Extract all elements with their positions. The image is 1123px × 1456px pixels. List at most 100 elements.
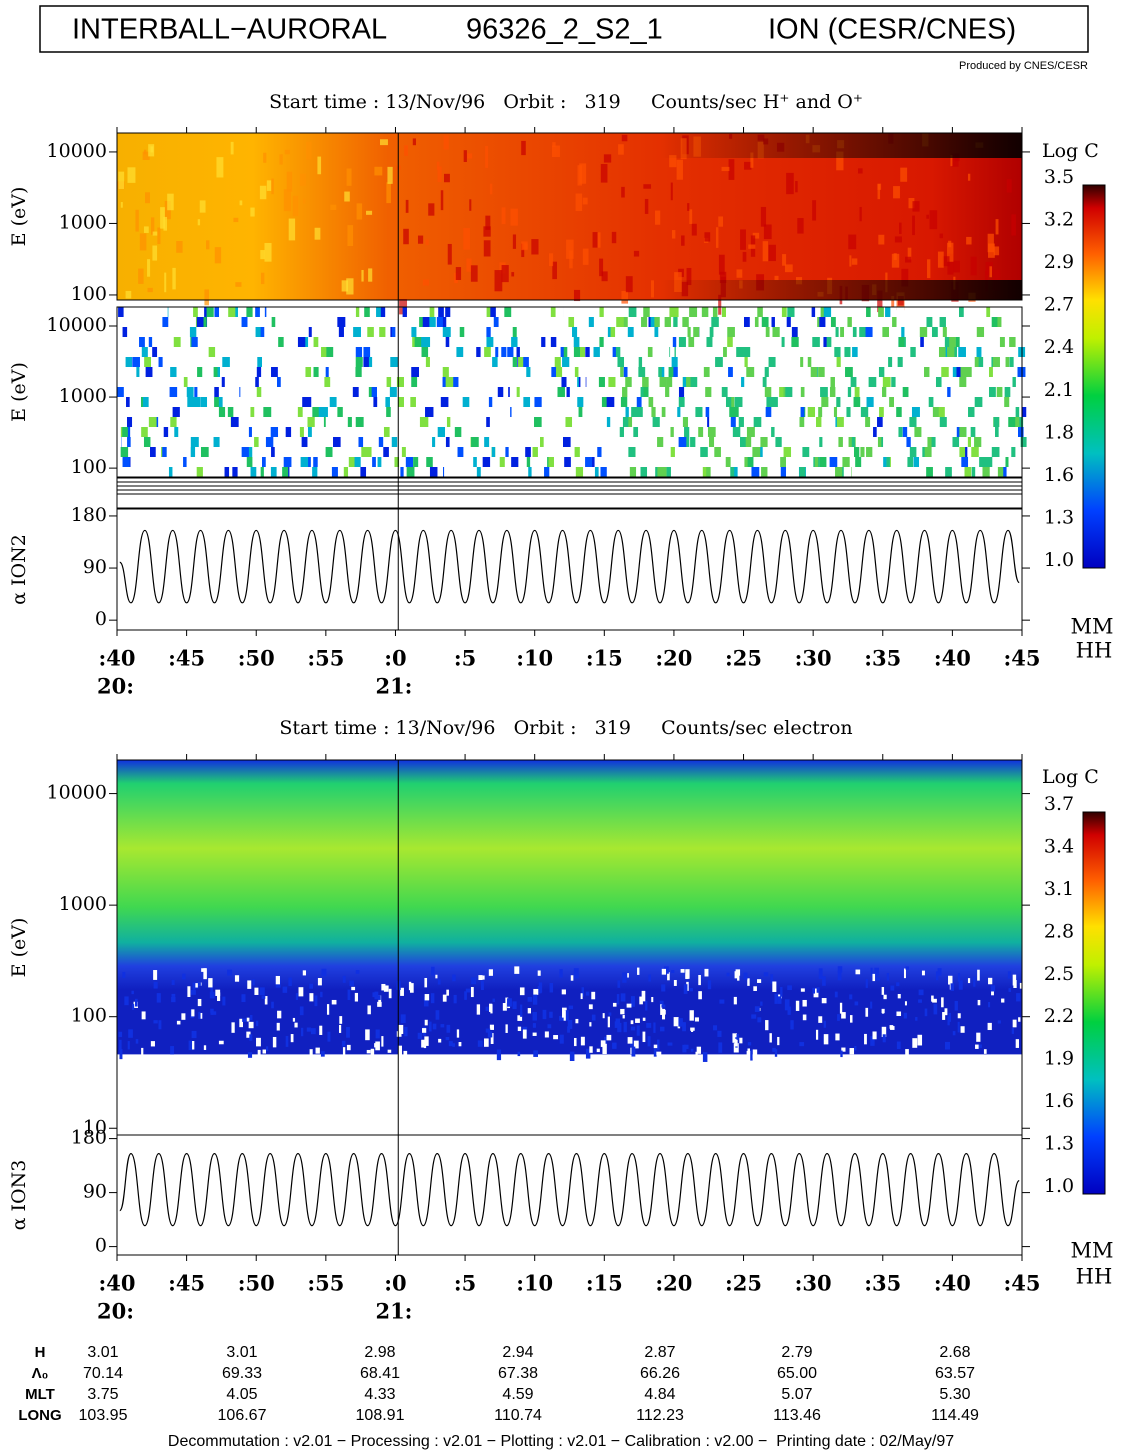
spectrogram-texture [278, 337, 284, 347]
spectrogram-texture [121, 437, 127, 447]
spectrogram-texture [187, 986, 191, 997]
credit: Produced by CNES/CESR [959, 60, 1088, 72]
spectrogram-texture [771, 427, 775, 437]
y-axis-label: E (eV) [8, 918, 30, 978]
spectrogram-texture [552, 261, 557, 280]
spectrogram-texture [986, 307, 991, 317]
spectrogram-texture [751, 1014, 757, 1019]
spectrogram-texture [670, 447, 675, 457]
spectrogram-texture [820, 387, 828, 397]
spectrogram-texture [271, 367, 278, 377]
spectrogram-texture [882, 387, 887, 397]
ephemeris-value: 5.07 [781, 1386, 812, 1403]
spectrogram-texture [487, 347, 496, 357]
spectrogram-texture [436, 317, 443, 327]
spectrogram-texture [866, 397, 874, 407]
spectrogram-texture [145, 192, 150, 204]
spectrogram-texture [851, 437, 856, 447]
spectrogram-texture [892, 317, 897, 327]
spectrogram-texture [507, 307, 516, 317]
spectrogram-texture [666, 377, 673, 387]
spectrogram-texture [784, 264, 793, 273]
spectrogram-texture [160, 207, 165, 229]
spectrogram-texture [626, 1003, 632, 1008]
x-tick-label: :15 [586, 646, 623, 671]
spectrogram-texture [882, 377, 891, 387]
spectrogram-texture [187, 397, 196, 407]
spectrogram-texture [255, 307, 262, 317]
spectrogram-texture [615, 347, 621, 357]
spectrogram-texture [183, 457, 187, 467]
spectrogram-texture [816, 417, 822, 427]
spectrogram-texture [170, 367, 177, 377]
spectrogram-texture [932, 407, 939, 417]
spectrogram-texture [141, 347, 148, 357]
spectrogram-texture [290, 1034, 294, 1043]
spectrogram-texture [705, 387, 712, 397]
spectrogram-texture [786, 172, 794, 195]
colorbar-label: Log C [1042, 766, 1099, 788]
spectrogram-texture [556, 367, 563, 377]
spectrogram-texture [366, 467, 371, 477]
spectrogram-texture [731, 467, 738, 477]
spectrogram-texture [873, 427, 877, 437]
spectrogram-texture [279, 154, 283, 165]
spectrogram-texture [781, 307, 787, 317]
spectrogram-texture [759, 447, 763, 457]
spectrogram-texture [231, 1022, 235, 1033]
spectrogram-texture [347, 417, 352, 427]
spectrogram-texture [947, 253, 954, 275]
spectrogram-texture [625, 407, 629, 417]
spectrogram-texture [271, 1001, 274, 1009]
spectrogram-texture [541, 417, 548, 427]
spectrogram-texture [736, 1034, 739, 1040]
spectrogram-texture [438, 307, 444, 317]
spectrogram-texture [673, 979, 677, 986]
spectrogram-texture [209, 991, 215, 999]
spectrogram-texture [559, 969, 563, 978]
spectrogram-texture [646, 1022, 652, 1028]
spectrogram-texture [594, 467, 599, 477]
spectrogram-texture [453, 994, 457, 1004]
y-tick-label: 1000 [59, 385, 107, 407]
spectrogram-texture [137, 307, 144, 317]
spectrogram-texture [572, 327, 578, 337]
spectrogram-texture [1006, 179, 1012, 193]
spectrogram-texture [746, 1050, 752, 1060]
spectrogram-texture [372, 992, 376, 998]
spectrogram-texture [993, 417, 1000, 427]
spectrogram-texture [355, 970, 360, 974]
spectrogram-texture [1019, 417, 1024, 427]
spectrogram-texture [442, 317, 447, 327]
x-tick-label: :5 [454, 646, 476, 671]
spectrogram-texture [309, 1049, 313, 1057]
ephemeris-value: 5.30 [939, 1386, 970, 1403]
spectrogram-texture [816, 987, 820, 993]
spectrogram-texture [152, 231, 158, 236]
spectrogram-texture [648, 397, 654, 407]
spectrogram-texture [818, 367, 825, 377]
spectrogram-texture [550, 337, 557, 347]
spectrogram-texture [947, 242, 954, 262]
spectrogram-texture [299, 1006, 304, 1016]
spectrogram-texture [896, 1041, 901, 1049]
spectrogram-texture [1018, 427, 1024, 437]
spectrogram-texture [443, 347, 449, 357]
spectrogram-texture [591, 991, 596, 1000]
ephemeris-value: 3.75 [87, 1386, 118, 1403]
spectrogram-texture [223, 417, 229, 427]
spectrogram-texture [163, 216, 168, 231]
spectrogram-texture [363, 347, 371, 357]
spectrogram-texture [715, 357, 723, 367]
spectrogram-texture [967, 437, 971, 447]
spectrogram-texture [999, 337, 1005, 347]
spectrogram-texture [667, 972, 670, 981]
spectrogram-texture [317, 156, 322, 175]
spectrogram-texture [553, 1035, 559, 1040]
spectrogram-texture [851, 258, 858, 265]
spectrogram-texture [404, 377, 411, 387]
spectrogram-texture [244, 327, 249, 337]
spectrogram-texture [355, 357, 363, 367]
spectrogram-texture [566, 239, 574, 259]
spectrogram-texture [942, 327, 947, 337]
